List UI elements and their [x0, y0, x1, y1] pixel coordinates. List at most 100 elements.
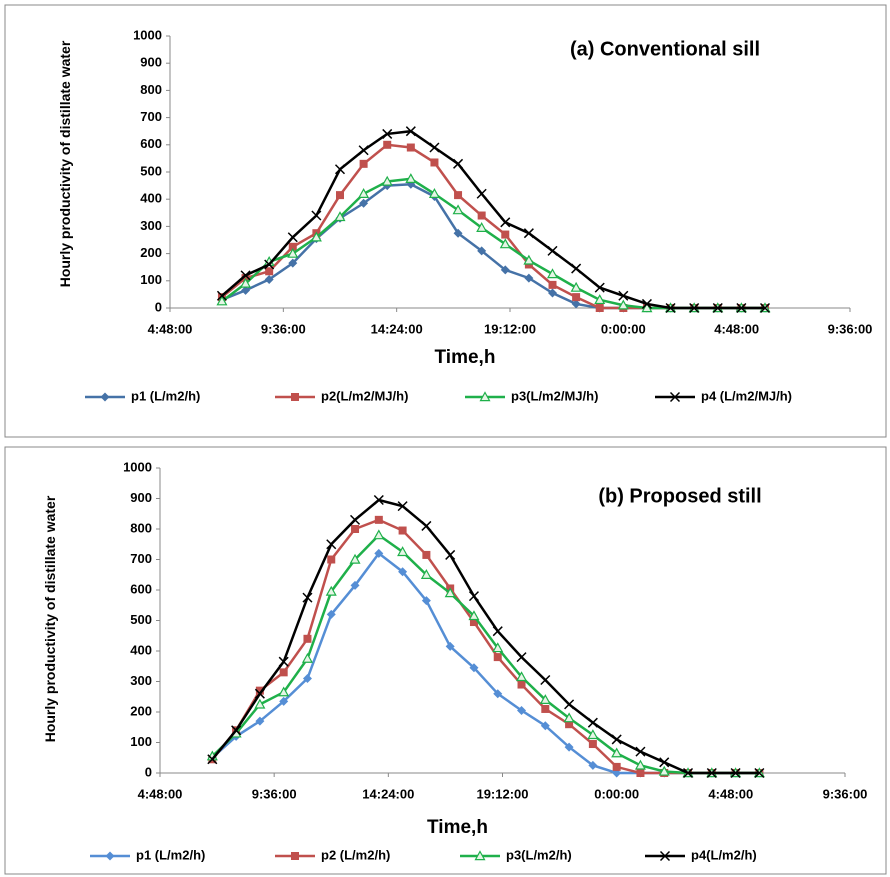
point-marker — [658, 765, 670, 776]
point-marker — [373, 494, 384, 506]
point-marker — [420, 569, 432, 579]
legend-label: p1 (L/m2/h) — [136, 847, 205, 862]
x-tick-label: 9:36:00 — [261, 321, 306, 336]
point-marker — [334, 211, 346, 222]
point-marker — [564, 742, 574, 752]
point-marker — [288, 258, 298, 268]
point-marker — [350, 514, 361, 525]
point-marker — [301, 652, 313, 663]
series-line — [211, 498, 760, 775]
point-marker — [445, 641, 455, 651]
point-marker — [595, 304, 604, 312]
point-marker — [634, 759, 646, 770]
point-marker — [588, 740, 597, 749]
y-tick-label: 300 — [130, 673, 152, 688]
y-tick-label: 800 — [130, 520, 152, 535]
point-marker — [311, 210, 322, 221]
point-marker — [383, 140, 392, 149]
y-tick-label: 700 — [140, 109, 162, 124]
point-marker — [523, 228, 534, 239]
point-marker — [682, 767, 694, 779]
y-axis-label: Hourly productivity of distillate water — [57, 40, 73, 288]
point-marker — [326, 609, 336, 619]
legend-label: p2 (L/m2/h) — [321, 847, 390, 862]
point-marker — [469, 618, 478, 627]
point-marker — [736, 302, 747, 314]
point-marker — [374, 548, 384, 558]
point-marker — [641, 298, 652, 309]
y-tick-label: 600 — [130, 581, 152, 596]
point-marker — [302, 592, 313, 603]
point-marker — [336, 191, 344, 200]
point-marker — [231, 725, 242, 736]
y-tick-label: 0 — [155, 299, 162, 314]
point-marker — [421, 520, 432, 531]
x-tick-label: 9:36:00 — [252, 786, 297, 801]
point-marker — [421, 596, 431, 606]
legend-marker — [291, 852, 299, 860]
point-marker — [207, 754, 218, 765]
point-marker — [429, 142, 440, 153]
point-marker — [334, 164, 346, 175]
x-tick-label: 9:36:00 — [823, 786, 868, 801]
point-marker — [374, 515, 383, 524]
y-tick-label: 700 — [130, 551, 152, 566]
point-marker — [570, 281, 582, 292]
point-marker — [406, 143, 415, 152]
point-marker — [359, 159, 368, 168]
point-marker — [254, 688, 265, 699]
panel-frame — [4, 446, 887, 875]
point-marker — [523, 254, 535, 265]
chart-title: (a) Conventional sill — [570, 38, 760, 60]
point-marker — [541, 704, 550, 713]
legend-label: p3(L/m2/MJ/h) — [511, 388, 598, 403]
point-marker — [302, 673, 312, 683]
point-marker — [477, 246, 487, 256]
point-marker — [563, 712, 575, 723]
y-tick-label: 100 — [140, 272, 162, 287]
point-marker — [264, 259, 275, 270]
point-marker — [327, 555, 336, 564]
x-tick-label: 19:12:00 — [476, 786, 528, 801]
legend-label: p2(L/m2/MJ/h) — [321, 388, 408, 403]
point-marker — [501, 230, 510, 239]
legend-marker — [105, 851, 115, 861]
y-tick-label: 900 — [140, 55, 162, 70]
point-marker — [493, 689, 503, 699]
point-marker — [279, 696, 289, 706]
point-marker — [216, 290, 227, 301]
point-marker — [358, 145, 369, 156]
point-marker — [216, 295, 228, 306]
point-marker — [358, 188, 370, 198]
point-marker — [255, 686, 264, 695]
point-marker — [492, 642, 504, 653]
series-line — [211, 551, 760, 775]
series-line — [211, 533, 760, 775]
y-tick-label: 500 — [140, 163, 162, 178]
point-marker — [611, 734, 622, 745]
legend-label: p1 (L/m2/h) — [131, 388, 200, 403]
point-marker — [422, 550, 431, 559]
point-marker — [468, 610, 480, 621]
y-axis-label: Hourly productivity of distillate water — [42, 495, 58, 743]
point-marker — [351, 525, 360, 533]
y-tick-label: 1000 — [123, 459, 152, 474]
point-marker — [689, 302, 700, 314]
series-line — [221, 177, 765, 310]
point-marker — [264, 274, 274, 284]
x-tick-label: 4:48:00 — [714, 321, 759, 336]
point-marker — [587, 729, 599, 740]
point-marker — [240, 270, 251, 281]
point-marker — [398, 567, 408, 577]
point-marker — [547, 245, 558, 256]
point-marker — [405, 126, 416, 137]
point-marker — [587, 717, 598, 728]
point-marker — [659, 757, 670, 768]
point-marker — [452, 204, 464, 215]
point-marker — [288, 242, 297, 251]
point-marker — [665, 302, 676, 314]
x-axis-label: Time,h — [435, 347, 496, 368]
y-tick-label: 400 — [140, 191, 162, 206]
point-marker — [571, 299, 581, 309]
